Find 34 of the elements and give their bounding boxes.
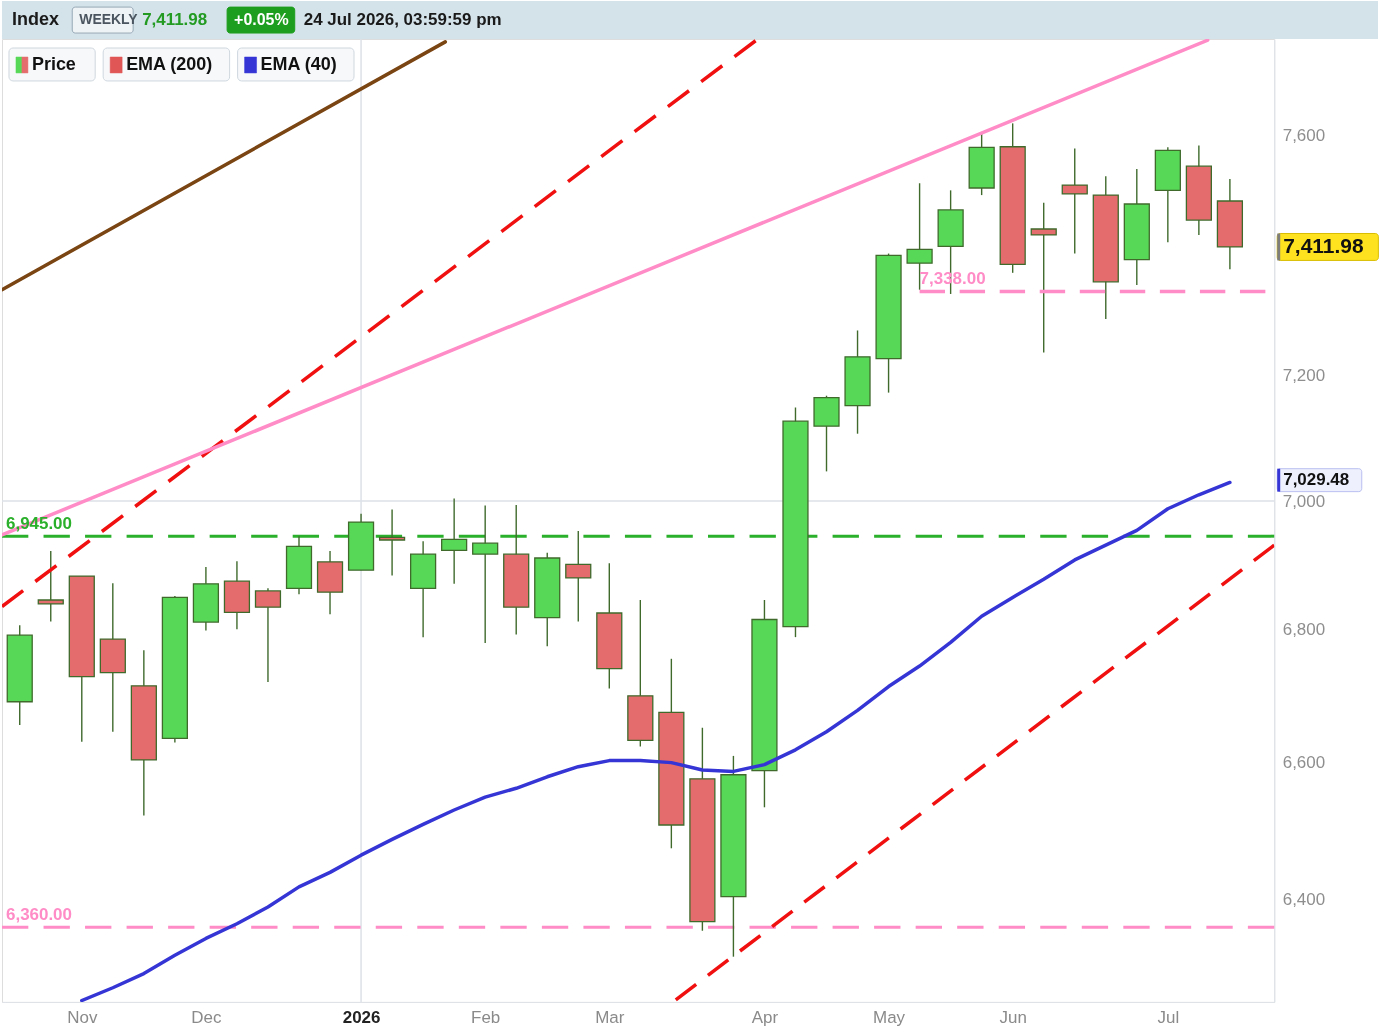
text: +0.05%: [234, 11, 289, 29]
y-tick-label: 6,600: [1282, 753, 1326, 773]
candlestick: [472, 504, 499, 644]
ref-line-label: 6,360.00: [5, 905, 72, 925]
candlestick: [378, 508, 406, 577]
legend-label: EMA (40): [260, 53, 337, 74]
y-tick-label: 6,400: [1282, 889, 1326, 909]
x-tick-label: Apr: [751, 1008, 779, 1028]
y-tick-label: 7,200: [1282, 366, 1326, 386]
legend-label: EMA (200): [126, 53, 213, 74]
candlestick: [37, 550, 64, 623]
line-series: [80, 480, 1232, 1002]
text: 7,029.48: [1283, 470, 1350, 490]
text: 7,411.98: [142, 10, 208, 30]
x-tick-label: Nov: [67, 1008, 98, 1028]
text: WEEKLY: [79, 11, 139, 28]
x-tick-label: Jun: [999, 1008, 1027, 1028]
x-tick-label: May: [873, 1008, 906, 1028]
candlestick: [1030, 202, 1057, 354]
y-tick-label: 6,800: [1282, 620, 1326, 640]
x-tick-label: Jul: [1157, 1008, 1180, 1028]
x-tick-label: 2026: [342, 1008, 381, 1028]
text: 7,411.98: [1283, 233, 1364, 257]
x-tick-label: Mar: [595, 1008, 625, 1028]
x-tick-label: Dec: [191, 1008, 222, 1028]
y-tick-label: 7,000: [1282, 491, 1326, 511]
x-tick-label: Feb: [471, 1008, 501, 1028]
ref-line-label: 6,945.00: [5, 514, 72, 534]
y-tick-label: 7,600: [1282, 126, 1326, 146]
candlestick: [1061, 147, 1088, 255]
candlestick: [441, 497, 468, 585]
legend-label: Price: [31, 53, 76, 74]
chart-title: Index: [11, 9, 59, 30]
text: 24 Jul 2026, 03:59:59 pm: [303, 10, 502, 30]
